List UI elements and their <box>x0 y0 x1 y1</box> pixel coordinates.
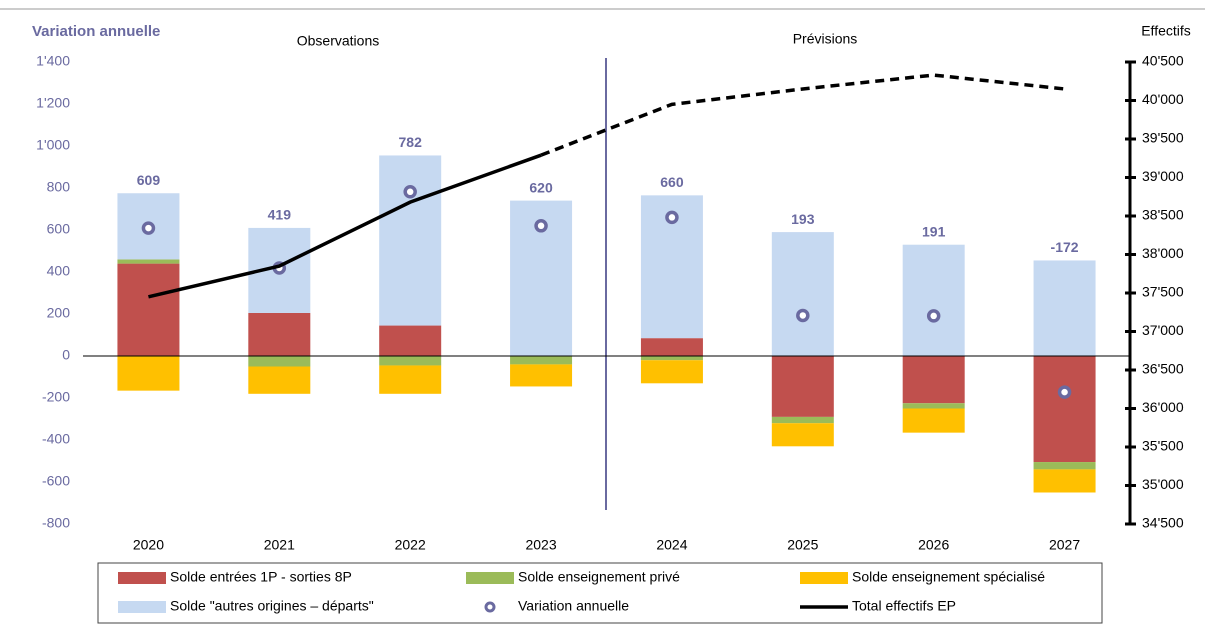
bar-segment <box>1033 469 1096 493</box>
x-tick-label: 2027 <box>1049 537 1080 553</box>
bar-segment <box>640 356 703 361</box>
bar-segment <box>379 325 442 356</box>
bar-segment <box>771 423 834 447</box>
variation-dot <box>534 219 548 233</box>
bar-segment <box>902 244 965 356</box>
y-tick-label: 200 <box>47 305 71 321</box>
bar-segment <box>902 403 965 409</box>
legend-box <box>97 562 1103 624</box>
y-tick-label: -600 <box>42 473 70 489</box>
y-axis-label: Variation annuelle <box>32 23 160 40</box>
y-tick-label: -200 <box>42 389 70 405</box>
bar-segment <box>771 356 834 417</box>
y-tick-label: 400 <box>47 263 71 279</box>
bar-segment <box>117 259 180 264</box>
total-line <box>148 153 542 299</box>
y2-tick-label: 37'000 <box>1142 322 1184 338</box>
y2-tick-label: 39'500 <box>1142 130 1184 146</box>
x-tick-label: 2026 <box>918 537 949 553</box>
bar-segment <box>1033 356 1096 463</box>
bar-segment <box>902 356 965 404</box>
variation-dot <box>926 309 941 323</box>
y2-tick-label: 38'500 <box>1142 207 1184 223</box>
y2-axis-label: Effectifs <box>1141 23 1191 39</box>
data-label: 620 <box>529 179 553 195</box>
y2-tick-label: 39'000 <box>1142 168 1184 184</box>
y-tick-label: -400 <box>42 431 70 447</box>
variation-dot <box>141 221 156 235</box>
legend-label: Solde enseignement privé <box>518 569 680 585</box>
x-tick-label: 2025 <box>787 537 818 553</box>
variation-dot <box>403 185 417 199</box>
legend-swatch <box>118 601 166 613</box>
variation-dot <box>1057 385 1072 399</box>
x-tick-label: 2023 <box>525 537 556 553</box>
bar-segment <box>117 356 180 391</box>
bar-segment <box>902 408 965 433</box>
bar-segment <box>379 155 442 326</box>
data-label: 191 <box>922 223 946 239</box>
y-tick-label: 1'400 <box>36 53 70 69</box>
annotation: Observations <box>297 33 379 49</box>
legend-swatch <box>118 572 166 584</box>
y2-tick-label: 37'500 <box>1142 284 1184 300</box>
bar-segment <box>117 263 180 356</box>
bar-segment <box>248 366 311 394</box>
data-label: 782 <box>399 134 423 150</box>
variation-dot <box>796 308 810 323</box>
bar-segment <box>640 360 703 384</box>
x-tick-label: 2022 <box>395 537 426 553</box>
variation-dot <box>665 210 679 225</box>
bar-segment <box>771 416 834 424</box>
data-label: -172 <box>1051 239 1079 255</box>
bar-segment <box>248 356 311 367</box>
y2-tick-label: 40'500 <box>1142 53 1184 69</box>
y-tick-label: -800 <box>42 515 70 531</box>
bar-segment <box>510 364 573 387</box>
bar-segment <box>248 312 311 356</box>
data-label: 419 <box>268 207 292 223</box>
bar-segment <box>510 356 573 365</box>
legend-label: Solde "autres origines – départs" <box>170 598 374 614</box>
legend-label: Variation annuelle <box>518 598 629 614</box>
bar-segment <box>1033 462 1096 470</box>
bar-segment <box>1033 260 1096 356</box>
y2-tick-label: 35'000 <box>1142 476 1184 492</box>
y2-tick-label: 40'000 <box>1142 91 1184 107</box>
total-line <box>540 73 1065 157</box>
y-tick-label: 600 <box>47 221 71 237</box>
x-tick-label: 2020 <box>133 537 164 553</box>
y-tick-label: 800 <box>47 179 71 195</box>
x-tick-label: 2024 <box>656 537 687 553</box>
y-tick-label: 1'000 <box>36 137 70 153</box>
data-label: 660 <box>660 174 684 190</box>
bar-segment <box>640 338 703 356</box>
legend-label: Solde entrées 1P - sorties 8P <box>170 569 352 585</box>
data-label: 609 <box>137 172 161 188</box>
y2-tick-label: 36'500 <box>1142 361 1184 377</box>
bar-segment <box>379 356 442 366</box>
bar-segment <box>379 365 442 394</box>
legend-label: Total effectifs EP <box>852 598 956 614</box>
y2-tick-label: 36'000 <box>1142 399 1184 415</box>
bar-segment <box>771 232 834 356</box>
x-tick-label: 2021 <box>264 537 295 553</box>
y2-tick-label: 34'500 <box>1142 515 1184 531</box>
y-tick-label: 0 <box>62 347 70 363</box>
y2-tick-label: 35'500 <box>1142 438 1184 454</box>
legend-swatch <box>800 572 848 584</box>
y2-tick-label: 38'000 <box>1142 245 1184 261</box>
data-label: 193 <box>791 211 815 227</box>
annotation: Prévisions <box>793 31 858 47</box>
legend-swatch <box>484 601 496 613</box>
legend-label: Solde enseignement spécialisé <box>852 569 1045 585</box>
y-tick-label: 1'200 <box>36 95 70 111</box>
legend-swatch <box>466 572 514 584</box>
